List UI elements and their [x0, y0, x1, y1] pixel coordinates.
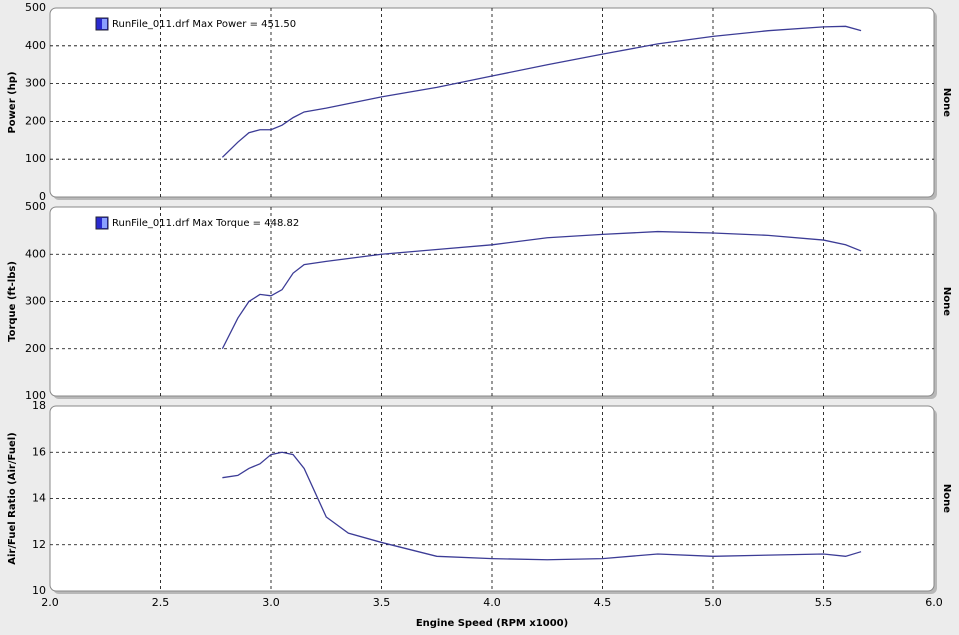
x-tick-label: 4.0 — [483, 596, 501, 609]
data-line — [221, 230, 862, 350]
y-tick-label: 0 — [39, 190, 46, 203]
y-tick-label: 16 — [32, 445, 46, 458]
side-label: None — [941, 88, 952, 117]
legend-label: RunFile_011.drf Max Torque = 448.82 — [112, 218, 299, 229]
y-axis-label: Torque (ft-lbs) — [7, 261, 18, 342]
x-tick-label: 2.5 — [152, 596, 170, 609]
y-tick-label: 10 — [32, 584, 46, 597]
data-line — [222, 451, 862, 561]
data-line — [221, 25, 862, 158]
y-tick-label: 14 — [32, 492, 46, 505]
y-axis-label: Power (hp) — [7, 71, 18, 133]
y-tick-label: 300 — [25, 77, 46, 90]
x-tick-label: 5.5 — [815, 596, 833, 609]
x-axis-label: Engine Speed (RPM x1000) — [416, 618, 568, 629]
legend-swatch-highlight — [102, 218, 107, 228]
y-tick-label: 12 — [32, 538, 46, 551]
y-axis-label: Air/Fuel Ratio (Air/Fuel) — [7, 432, 18, 564]
y-tick-label: 100 — [25, 389, 46, 402]
panel — [49, 7, 935, 198]
y-tick-label: 200 — [25, 114, 46, 127]
side-label: None — [941, 287, 952, 316]
side-label: None — [941, 484, 952, 513]
y-tick-label: 400 — [25, 247, 46, 260]
legend-label: RunFile_011.drf Max Power = 451.50 — [112, 19, 296, 30]
y-tick-label: 400 — [25, 39, 46, 52]
y-tick-label: 300 — [25, 295, 46, 308]
y-tick-label: 18 — [32, 399, 46, 412]
y-tick-label: 500 — [25, 200, 46, 213]
x-tick-label: 3.5 — [373, 596, 391, 609]
y-tick-label: 200 — [25, 342, 46, 355]
legend-swatch-highlight — [102, 19, 107, 29]
x-tick-label: 6.0 — [925, 596, 943, 609]
x-tick-label: 3.0 — [262, 596, 280, 609]
y-tick-label: 500 — [25, 1, 46, 14]
x-tick-label: 2.0 — [41, 596, 59, 609]
x-tick-label: 4.5 — [594, 596, 612, 609]
x-tick-label: 5.0 — [704, 596, 722, 609]
y-tick-label: 100 — [25, 152, 46, 165]
